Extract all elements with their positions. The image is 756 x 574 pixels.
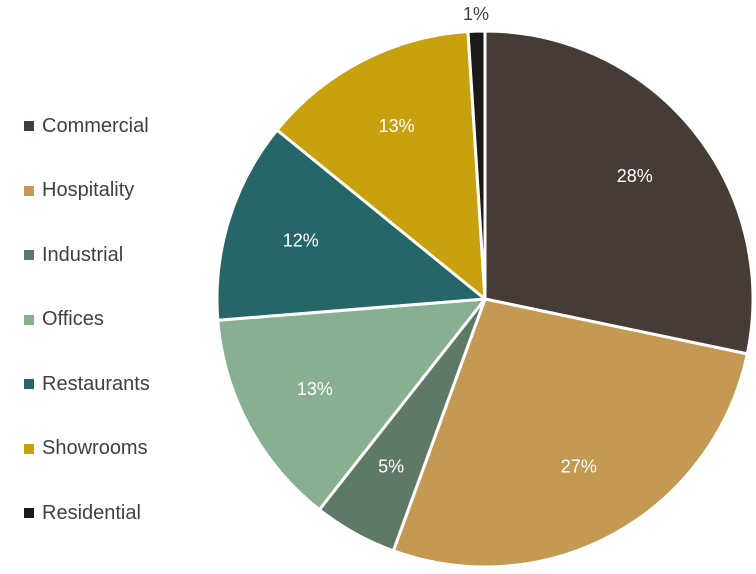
legend-item-showrooms: Showrooms	[24, 435, 148, 463]
data-label-commercial: 28%	[617, 166, 653, 186]
legend-label: Industrial	[42, 243, 124, 266]
data-label-restaurants: 12%	[283, 230, 319, 250]
pie-slice-showrooms	[275, 30, 487, 301]
legend-swatch	[24, 314, 34, 325]
legend-item-hospitality: Hospitality	[24, 177, 134, 205]
legend-label: Offices	[42, 308, 104, 330]
pie-slice-offices	[216, 297, 487, 512]
legend-label: Residential	[42, 501, 141, 524]
data-label-hospitality: 27%	[561, 456, 597, 476]
legend-item-industrial: Industrial	[24, 241, 123, 269]
legend-swatch	[24, 121, 34, 131]
data-label-showrooms: 13%	[379, 116, 415, 136]
legend-label: Commercial	[42, 114, 149, 137]
pie-slice-restaurants	[215, 128, 487, 322]
legend-swatch	[24, 250, 34, 260]
legend-swatch	[24, 443, 34, 454]
legend-swatch	[24, 508, 34, 518]
data-label-residential: 1%	[463, 4, 489, 24]
legend-swatch	[24, 379, 34, 389]
pie-slice-residential	[466, 29, 487, 301]
legend-item-offices: Offices	[24, 306, 104, 334]
legend-label: Showrooms	[42, 437, 148, 459]
data-label-industrial: 5%	[378, 456, 404, 476]
legend-label: Restaurants	[42, 372, 150, 395]
legend-item-restaurants: Restaurants	[24, 370, 150, 398]
pie-slice-commercial	[483, 29, 755, 356]
data-label-offices: 13%	[297, 379, 333, 399]
legend-swatch	[24, 185, 34, 196]
legend-item-residential: Residential	[24, 499, 141, 527]
legend-label: Hospitality	[42, 179, 135, 201]
pie-slice-hospitality	[391, 297, 749, 569]
legend-item-commercial: Commercial	[24, 112, 149, 140]
